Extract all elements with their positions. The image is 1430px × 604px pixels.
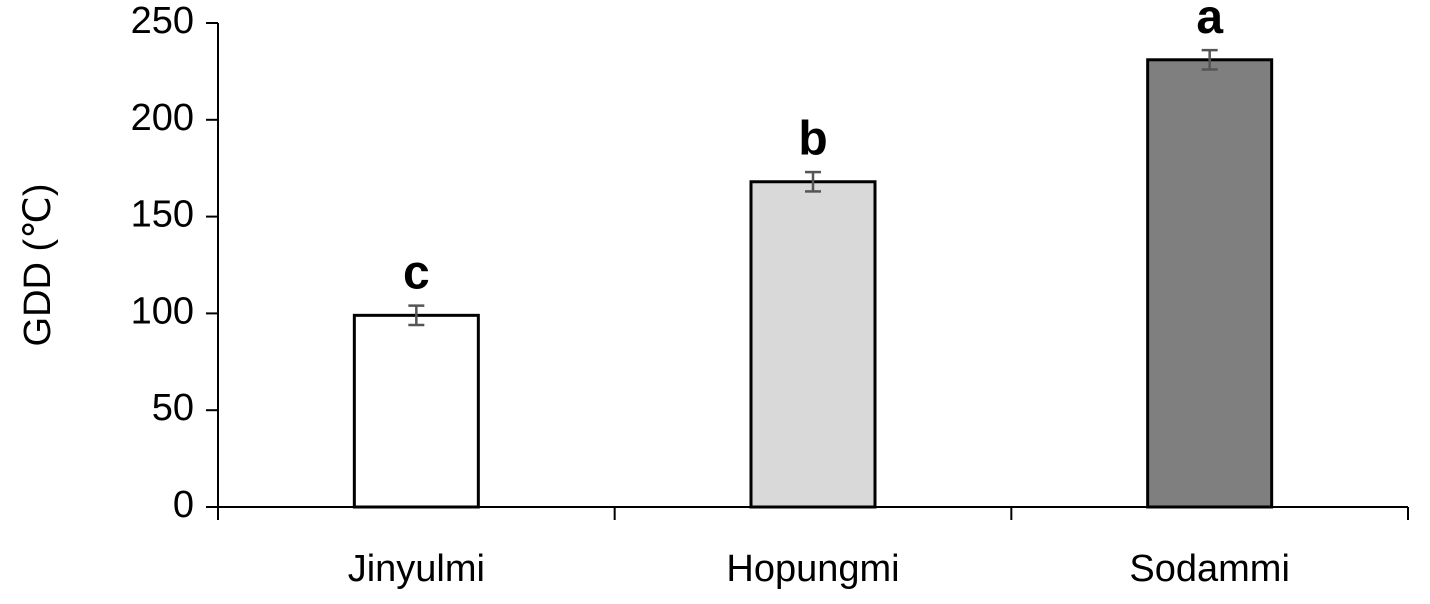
y-axis-label: GDD (℃) [17, 184, 59, 347]
annotation: a [1196, 0, 1223, 44]
x-tick-label: Jinyulmi [348, 548, 485, 590]
y-tick-label: 100 [131, 290, 194, 332]
annotation: b [798, 113, 827, 166]
y-tick-label: 0 [173, 484, 194, 526]
y-tick-label: 50 [152, 387, 194, 429]
x-tick-label: Sodammi [1129, 548, 1290, 590]
y-tick-label: 250 [131, 0, 194, 42]
bar [352, 313, 480, 509]
y-tick-label: 150 [131, 194, 194, 236]
bar [1146, 58, 1274, 509]
y-tick-label: 200 [131, 97, 194, 139]
bar [749, 180, 877, 509]
annotation: c [403, 246, 430, 299]
x-tick-label: Hopungmi [726, 548, 899, 590]
